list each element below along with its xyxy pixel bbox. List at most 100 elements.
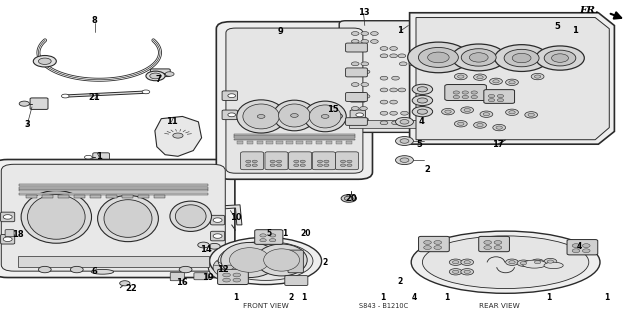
Circle shape [534, 261, 541, 264]
Circle shape [392, 76, 399, 80]
Circle shape [494, 241, 502, 244]
Circle shape [464, 108, 470, 112]
Text: 5: 5 [266, 229, 271, 238]
Circle shape [341, 195, 356, 202]
Circle shape [361, 32, 369, 35]
Circle shape [209, 243, 220, 249]
Bar [346, 141, 352, 144]
Circle shape [488, 99, 495, 102]
Text: 4: 4 [418, 117, 424, 126]
Bar [237, 141, 243, 144]
Ellipse shape [170, 201, 211, 232]
Circle shape [398, 88, 406, 92]
Circle shape [213, 218, 222, 222]
Circle shape [445, 110, 451, 113]
Circle shape [453, 91, 460, 94]
Circle shape [488, 94, 495, 98]
Text: 17: 17 [492, 140, 504, 149]
Circle shape [142, 90, 150, 94]
FancyBboxPatch shape [241, 152, 264, 170]
Circle shape [380, 121, 388, 125]
Circle shape [380, 100, 388, 104]
Bar [122, 195, 133, 198]
Bar [58, 195, 69, 198]
Circle shape [517, 260, 530, 266]
FancyBboxPatch shape [194, 273, 208, 280]
Circle shape [150, 73, 161, 79]
FancyBboxPatch shape [346, 93, 367, 101]
Ellipse shape [522, 260, 547, 268]
Circle shape [260, 239, 266, 242]
FancyBboxPatch shape [445, 85, 486, 100]
Circle shape [471, 91, 477, 94]
FancyBboxPatch shape [346, 118, 367, 125]
Circle shape [490, 78, 502, 85]
Circle shape [531, 73, 544, 80]
Text: 1: 1 [572, 26, 578, 35]
Circle shape [330, 113, 342, 119]
Circle shape [399, 62, 407, 66]
Circle shape [461, 107, 474, 113]
Circle shape [572, 249, 580, 253]
Circle shape [276, 164, 282, 167]
FancyBboxPatch shape [335, 152, 358, 170]
Circle shape [396, 117, 413, 126]
Circle shape [38, 266, 51, 273]
FancyBboxPatch shape [226, 28, 363, 173]
Circle shape [351, 94, 359, 98]
Circle shape [246, 160, 251, 163]
FancyBboxPatch shape [1, 234, 15, 244]
Circle shape [477, 76, 483, 79]
Text: 1: 1 [604, 293, 609, 302]
Circle shape [509, 81, 515, 84]
Ellipse shape [264, 249, 300, 271]
Ellipse shape [278, 104, 310, 127]
Circle shape [480, 111, 493, 117]
Ellipse shape [544, 262, 563, 269]
Circle shape [351, 62, 359, 66]
Text: 1: 1 [444, 293, 449, 302]
Bar [18, 256, 209, 267]
FancyBboxPatch shape [339, 21, 429, 132]
Circle shape [347, 160, 352, 163]
Circle shape [380, 47, 388, 50]
Circle shape [504, 49, 539, 67]
Circle shape [351, 107, 359, 110]
Circle shape [424, 241, 431, 244]
Circle shape [225, 265, 234, 270]
Bar [349, 120, 419, 128]
FancyBboxPatch shape [1, 164, 225, 271]
Circle shape [390, 54, 397, 58]
Text: 1: 1 [547, 293, 552, 302]
Circle shape [246, 164, 251, 167]
Circle shape [484, 246, 492, 249]
Circle shape [512, 53, 531, 63]
Circle shape [453, 95, 460, 99]
FancyBboxPatch shape [350, 110, 365, 120]
Circle shape [412, 95, 433, 106]
Circle shape [400, 139, 409, 143]
Circle shape [347, 164, 352, 167]
Text: 1: 1 [380, 293, 385, 302]
Bar [286, 141, 292, 144]
Circle shape [371, 40, 378, 43]
FancyBboxPatch shape [222, 110, 237, 120]
Circle shape [506, 259, 518, 265]
Circle shape [464, 270, 470, 273]
FancyBboxPatch shape [484, 90, 515, 103]
Circle shape [454, 73, 467, 80]
Circle shape [3, 237, 12, 241]
Text: 13: 13 [358, 8, 369, 17]
Circle shape [536, 46, 584, 70]
Circle shape [544, 258, 557, 265]
Text: FRONT VIEW: FRONT VIEW [243, 303, 289, 308]
Text: 19: 19 [202, 273, 214, 282]
Circle shape [534, 75, 541, 78]
Text: 1: 1 [233, 293, 238, 302]
Polygon shape [416, 18, 609, 140]
Circle shape [417, 87, 428, 92]
Circle shape [360, 107, 367, 110]
Text: 5: 5 [554, 22, 560, 31]
Bar [19, 193, 208, 195]
FancyBboxPatch shape [255, 230, 283, 244]
